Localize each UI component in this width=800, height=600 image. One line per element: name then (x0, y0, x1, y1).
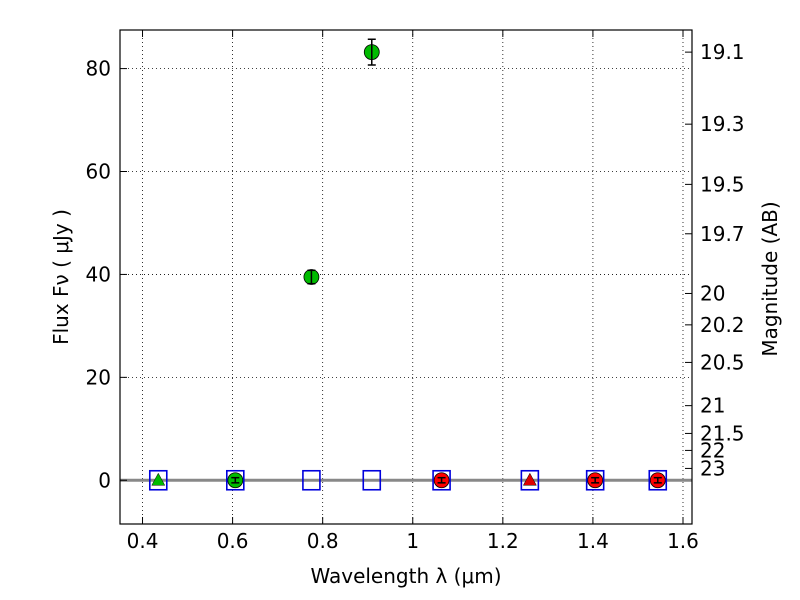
x-axis-ticks: 0.4 0.6 0.8 1 1.2 1.4 1.6 (127, 30, 699, 553)
x-tick-label: 1 (406, 529, 419, 553)
magnitude-tick-label: 23 (700, 456, 725, 480)
photometry-band-marker (362, 469, 382, 491)
grid-lines (120, 30, 692, 524)
photometry-band-marker (148, 469, 168, 491)
photometry-band-marker (648, 469, 668, 491)
magnitude-tick-label: 21.5 (700, 421, 745, 445)
x-tick-label: 1.2 (487, 529, 519, 553)
y-tick-label: 0 (98, 468, 111, 492)
y-axis-label: Flux Fν ( μJy ) (49, 209, 73, 345)
magnitude-tick-label: 19.7 (700, 222, 745, 246)
y-axis-ticks: 0 20 40 60 80 (86, 57, 127, 492)
x-tick-label: 1.6 (667, 529, 699, 553)
x-tick-label: 0.8 (307, 529, 339, 553)
photometry-band-marker (302, 469, 321, 491)
magnitude-tick-label: 20.2 (700, 313, 745, 337)
data-points (148, 38, 668, 491)
magnitude-tick-label: 19.3 (700, 112, 745, 136)
x-tick-label: 0.4 (127, 529, 159, 553)
upper-limit-triangle (151, 472, 166, 486)
magnitude-tick-label: 19.1 (700, 40, 745, 64)
x-axis-label: Wavelength λ (μm) (310, 564, 501, 588)
magnitude-tick-label: 20 (700, 281, 725, 305)
y-tick-label: 80 (86, 57, 111, 81)
magnitude-tick-label: 20.5 (700, 350, 745, 374)
y-tick-label: 20 (86, 365, 111, 389)
magnitude-tick-label: 22 (700, 438, 725, 462)
plot-frame (119, 29, 693, 525)
y-tick-label: 40 (86, 262, 111, 286)
photometry-band-marker (585, 469, 605, 491)
photometry-band-marker (520, 469, 540, 491)
magnitude-axis-label: Magnitude (AB) (758, 201, 782, 356)
photometry-band-marker (432, 469, 451, 491)
photometry-band-marker (226, 469, 245, 491)
x-tick-label: 1.4 (577, 529, 609, 553)
x-tick-label: 0.6 (217, 529, 249, 553)
magnitude-tick-label: 19.5 (700, 172, 745, 196)
magnitude-tick-label: 21 (700, 394, 725, 418)
y-tick-label: 60 (86, 160, 111, 184)
upper-limit-triangle (522, 472, 537, 486)
